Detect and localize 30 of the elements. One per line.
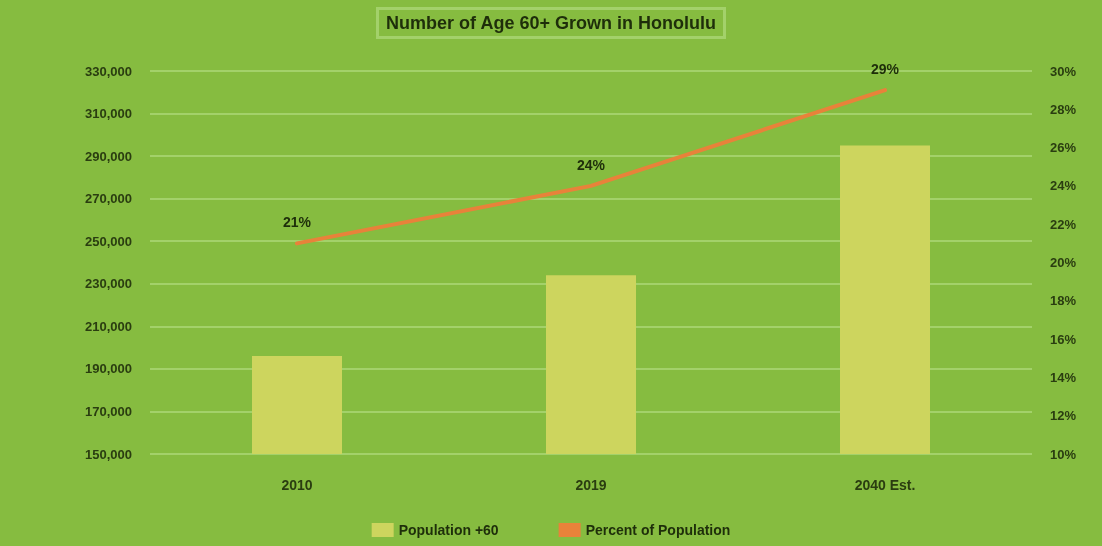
y-tick-label: 150,000 <box>85 446 132 462</box>
chart-title: Number of Age 60+ Grown in Honolulu <box>386 13 716 33</box>
x-tick-label: 2010 <box>281 477 313 493</box>
y2-tick-label: 20% <box>1050 255 1077 270</box>
x-tick-label: 2019 <box>575 477 607 493</box>
y-tick-label: 210,000 <box>85 318 132 334</box>
y2-tick-label: 26% <box>1050 140 1077 156</box>
y-tick-label: 170,000 <box>85 403 132 419</box>
y2-tick-label: 30% <box>1050 63 1077 79</box>
y-tick-label: 250,000 <box>85 233 132 249</box>
y-tick-label: 290,000 <box>85 148 132 164</box>
y2-tick-label: 28% <box>1050 101 1077 117</box>
y2-tick-label: 14% <box>1050 369 1077 385</box>
x-tick-label: 2040 Est. <box>854 477 916 493</box>
legend-label: Percent of Population <box>585 522 731 538</box>
y2-tick-label: 12% <box>1050 408 1077 424</box>
data-label: 21% <box>282 214 312 231</box>
y2-tick-label: 22% <box>1050 216 1077 232</box>
y-tick-label: 330,000 <box>85 63 132 79</box>
legend-label: Population +60 <box>398 522 499 538</box>
y-tick-label: 270,000 <box>85 191 132 207</box>
y-tick-label: 190,000 <box>85 361 132 377</box>
y-tick-label: 310,000 <box>85 106 132 122</box>
y2-tick-label: 18% <box>1050 293 1077 309</box>
y2-tick-label: 10% <box>1050 446 1077 462</box>
data-label: 29% <box>870 61 900 78</box>
y2-tick-label: 16% <box>1050 331 1077 347</box>
y2-tick-label: 24% <box>1050 178 1077 194</box>
y-tick-label: 230,000 <box>85 276 132 292</box>
data-label: 24% <box>576 156 606 173</box>
